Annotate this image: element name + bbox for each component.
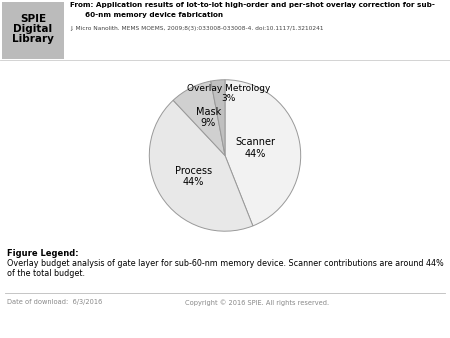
Text: Figure Legend:: Figure Legend:	[7, 249, 79, 258]
Wedge shape	[225, 80, 301, 226]
Text: From: Application results of lot-to-lot high-order and per-shot overlay correcti: From: Application results of lot-to-lot …	[70, 2, 435, 8]
FancyBboxPatch shape	[2, 2, 64, 59]
Wedge shape	[149, 100, 253, 231]
Text: Scanner
44%: Scanner 44%	[235, 137, 275, 159]
Text: Overlay Metrology
3%: Overlay Metrology 3%	[187, 84, 270, 103]
Text: Mask
9%: Mask 9%	[196, 107, 221, 128]
Text: Process
44%: Process 44%	[175, 166, 212, 188]
Text: Library: Library	[12, 34, 54, 45]
Text: J. Micro Nanolith. MEMS MOEMS, 2009;8(3):033008-033008-4. doi:10.1117/1.3210241: J. Micro Nanolith. MEMS MOEMS, 2009;8(3)…	[70, 26, 324, 31]
Text: 60-nm memory device fabrication: 60-nm memory device fabrication	[85, 12, 223, 18]
Text: Date of download:  6/3/2016: Date of download: 6/3/2016	[7, 299, 102, 306]
Text: Copyright © 2016 SPIE. All rights reserved.: Copyright © 2016 SPIE. All rights reserv…	[185, 299, 329, 306]
Wedge shape	[173, 81, 225, 155]
Text: Digital: Digital	[14, 24, 53, 34]
Wedge shape	[211, 80, 225, 155]
Text: SPIE: SPIE	[20, 14, 46, 24]
Text: Overlay budget analysis of gate layer for sub-60-nm memory device. Scanner contr: Overlay budget analysis of gate layer fo…	[7, 259, 444, 278]
